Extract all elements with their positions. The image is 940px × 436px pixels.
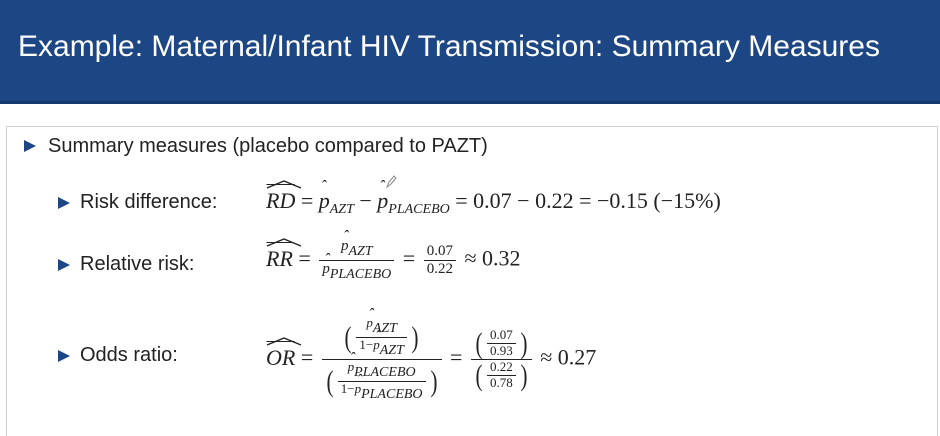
or-result: ≈ 0.27 <box>540 344 597 370</box>
slide-body <box>6 126 938 436</box>
pencil-icon <box>385 175 397 189</box>
rr-result: ≈ 0.32 <box>464 245 521 271</box>
bullet-triangle-icon <box>58 197 70 209</box>
bullet-triangle-icon <box>24 140 36 152</box>
bullet-triangle-icon <box>58 259 70 271</box>
risk-difference-label: Risk difference: <box>80 191 218 213</box>
slide-title: Example: Maternal/Infant HIV Transmissio… <box>18 30 880 63</box>
bullet-triangle-icon <box>58 350 70 362</box>
or-symbol: OR <box>266 336 302 371</box>
main-bullet-text: Summary measures (placebo compared to PA… <box>48 135 488 157</box>
relative-risk-label: Relative risk: <box>80 253 195 275</box>
relative-risk-formula: RR = pAZT pPLACEBO = 0.07 0.22 ≈ 0.32 <box>266 228 521 283</box>
odds-ratio-label: Odds ratio: <box>80 344 178 366</box>
risk-difference-formula: RD = pAZT − pPLACEBO = 0.07 − 0.22 = −0.… <box>266 178 721 218</box>
rd-symbol: RD <box>266 180 302 214</box>
rd-result: = 0.07 − 0.22 = −0.15 (−15%) <box>455 188 721 213</box>
rr-symbol: RR <box>266 237 302 272</box>
slide-header: Example: Maternal/Infant HIV Transmissio… <box>0 0 940 104</box>
